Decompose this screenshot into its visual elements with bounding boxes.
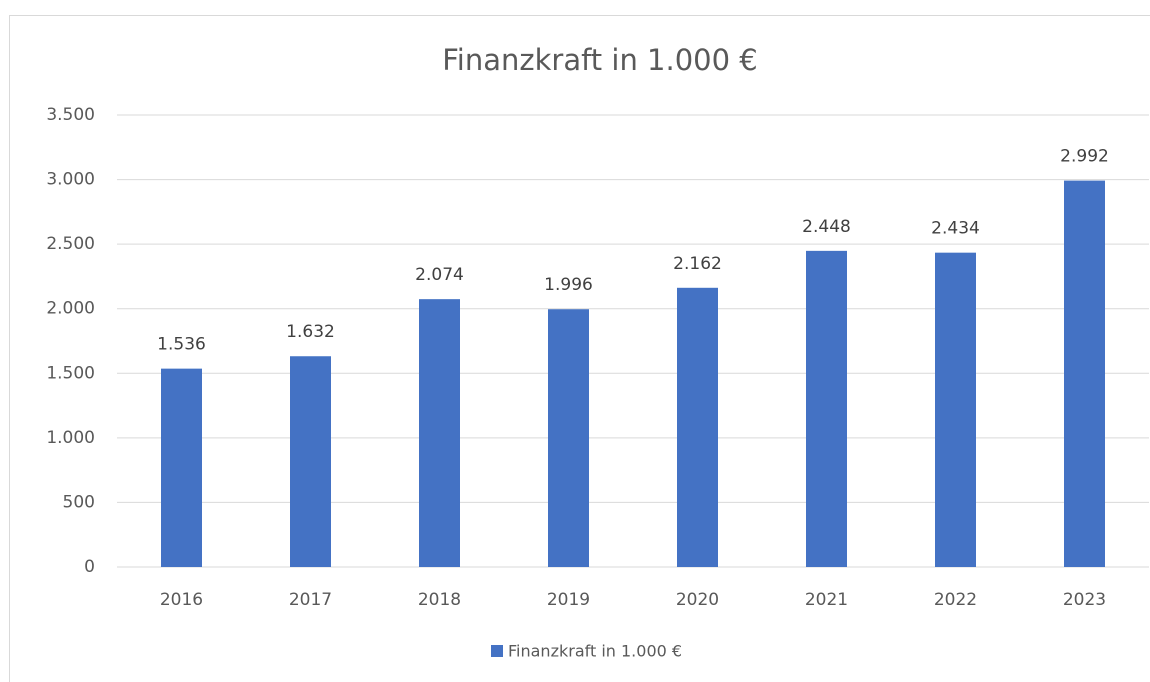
data-label: 1.536: [157, 335, 206, 355]
bar: [548, 309, 589, 567]
y-tick-label: 3.500: [46, 105, 95, 125]
data-label: 1.996: [544, 275, 593, 295]
y-tick-label: 1.000: [46, 428, 95, 448]
bar: [419, 299, 460, 567]
x-tick-label: 2017: [289, 590, 332, 610]
y-tick-label: 2.500: [46, 234, 95, 254]
x-tick-label: 2020: [676, 590, 719, 610]
y-tick-label: 0: [84, 557, 95, 577]
y-tick-label: 2.000: [46, 299, 95, 319]
x-tick-label: 2023: [1063, 590, 1106, 610]
bar: [806, 250, 847, 568]
bar: [677, 287, 718, 567]
data-label: 2.074: [415, 265, 464, 285]
x-tick-label: 2022: [934, 590, 977, 610]
x-tick-label: 2016: [160, 590, 203, 610]
legend-swatch: [491, 645, 503, 657]
bar: [161, 368, 202, 567]
x-tick-label: 2021: [805, 590, 848, 610]
y-tick-label: 500: [63, 492, 95, 512]
bar: [290, 356, 331, 567]
y-tick-label: 3.000: [46, 170, 95, 190]
bar: [935, 252, 976, 567]
x-tick-label: 2018: [418, 590, 461, 610]
y-tick-label: 1.500: [46, 363, 95, 383]
data-label: 1.632: [286, 322, 335, 342]
data-label: 2.434: [931, 219, 980, 239]
bar: [1064, 180, 1105, 568]
legend-label: Finanzkraft in 1.000 €: [508, 642, 682, 661]
chart-title: Finanzkraft in 1.000 €: [442, 43, 758, 77]
data-label: 2.992: [1060, 147, 1109, 167]
x-tick-label: 2019: [547, 590, 590, 610]
data-label: 2.448: [802, 217, 851, 237]
data-label: 2.162: [673, 254, 722, 274]
